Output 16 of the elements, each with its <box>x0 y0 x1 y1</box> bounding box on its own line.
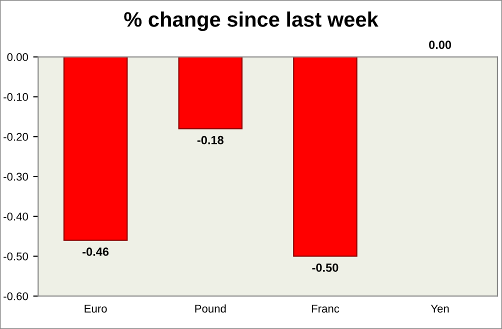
x-tick-label: Franc <box>312 304 340 313</box>
x-tick-label: Pound <box>195 304 226 313</box>
y-tick-label: -0.30 <box>4 172 28 181</box>
x-tick-label: Euro <box>84 304 107 313</box>
y-tick-label: -0.50 <box>4 252 28 260</box>
y-tick-label: -0.20 <box>4 132 28 141</box>
data-label: -0.18 <box>197 136 224 144</box>
data-label: -0.50 <box>312 263 338 272</box>
x-tick-label: Yen <box>430 304 449 313</box>
data-label: 0.00 <box>429 40 452 50</box>
chart-title: % change since last week <box>124 12 378 32</box>
y-tick-label: -0.10 <box>4 93 28 101</box>
y-tick-label: -0.40 <box>4 212 28 221</box>
y-tick-label: -0.60 <box>4 292 28 300</box>
y-tick-label: 0.00 <box>7 53 28 62</box>
data-label: -0.46 <box>82 248 109 256</box>
